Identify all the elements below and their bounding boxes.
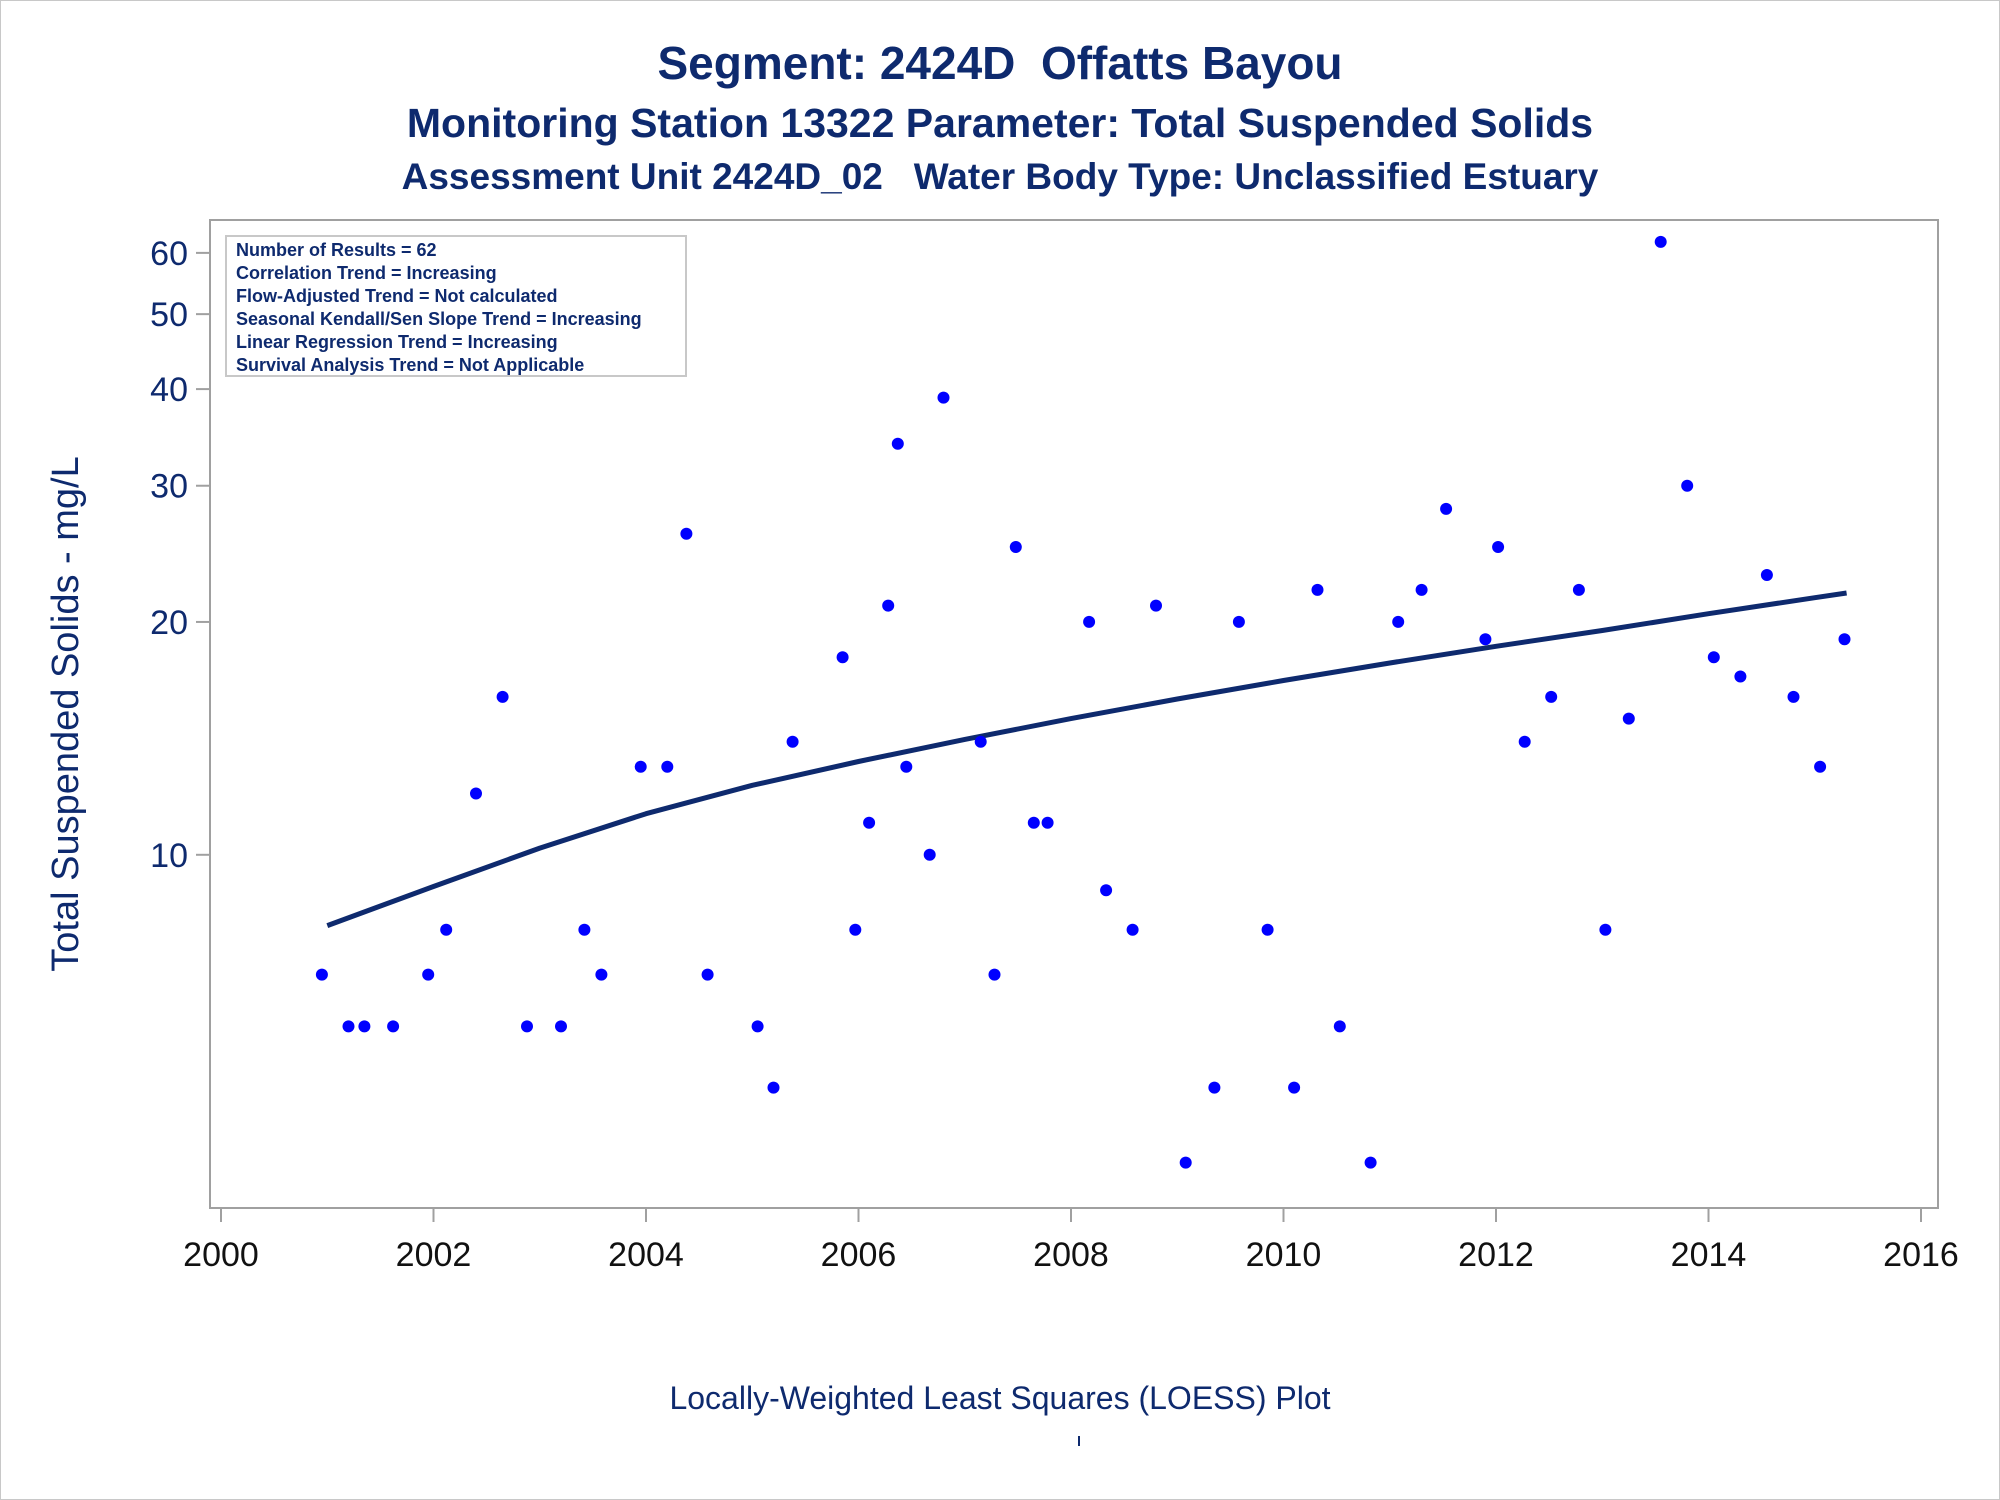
legend-line: Seasonal Kendall/Sen Slope Trend = Incre… (236, 309, 642, 329)
legend-line: Flow-Adjusted Trend = Not calculated (236, 286, 558, 306)
y-tick-label: 30 (150, 468, 188, 506)
data-point (578, 923, 591, 936)
y-tick-label: 40 (150, 371, 188, 409)
plot-area (209, 219, 1939, 1209)
data-point (1041, 816, 1054, 829)
data-point (1760, 569, 1773, 581)
data-point (422, 968, 435, 981)
data-point (849, 923, 862, 936)
data-point (937, 391, 950, 404)
x-tick-label: 2002 (396, 1236, 472, 1274)
footer-mark (1078, 1436, 1080, 1446)
data-point (1288, 1081, 1301, 1094)
data-point (923, 848, 936, 861)
data-point (1126, 923, 1139, 936)
data-point (1599, 923, 1612, 936)
data-point (358, 1020, 371, 1033)
data-point (786, 735, 799, 748)
data-point (680, 527, 693, 540)
data-point (1787, 690, 1800, 703)
data-point (1492, 541, 1505, 553)
legend-line: Survival Analysis Trend = Not Applicable (236, 355, 584, 375)
data-point (1734, 670, 1747, 683)
data-point (1333, 1020, 1346, 1033)
data-point (900, 760, 913, 773)
data-point (767, 1081, 780, 1094)
data-point (440, 923, 453, 936)
data-point (974, 735, 987, 748)
data-point (836, 651, 849, 664)
data-point (1261, 923, 1274, 936)
x-tick-label: 2014 (1671, 1236, 1747, 1274)
data-point (1232, 615, 1245, 628)
data-point (555, 1020, 567, 1033)
data-point (595, 968, 608, 981)
data-point (1392, 615, 1405, 628)
x-tick-label: 2008 (1033, 1236, 1109, 1274)
data-point (1100, 884, 1113, 897)
x-axis: 2000 2002 2004 2006 2008 2010 2012 2014 2016 (183, 1208, 1959, 1274)
data-point (1545, 690, 1558, 703)
y-axis: 10 20 30 40 50 60 (150, 235, 210, 875)
chart-subtitle: Monitoring Station 13322 Parameter: Tota… (406, 100, 1594, 146)
data-point (1681, 479, 1694, 492)
data-point (988, 968, 1001, 981)
y-tick-label: 20 (150, 604, 188, 642)
y-tick-label: 60 (150, 235, 188, 273)
data-point (1622, 712, 1635, 725)
data-point (1479, 633, 1492, 646)
data-point (701, 968, 714, 981)
data-point (521, 1020, 533, 1033)
data-point (891, 437, 904, 450)
data-point (1364, 1156, 1377, 1169)
data-point (1009, 541, 1022, 553)
legend-box (225, 235, 687, 377)
data-point (661, 760, 674, 773)
data-point (1440, 502, 1453, 515)
data-point (1208, 1081, 1221, 1094)
y-tick-label: 10 (150, 837, 188, 875)
data-point (1572, 583, 1585, 596)
y-tick-label: 50 (150, 296, 188, 334)
x-tick-label: 2006 (821, 1236, 897, 1274)
legend: Number of Results = 62 Correlation Trend … (225, 235, 687, 377)
scatter-points (315, 235, 1851, 1169)
data-point (470, 787, 482, 800)
data-point (1814, 760, 1827, 773)
legend-line: Correlation Trend = Increasing (236, 263, 497, 283)
data-point (1150, 599, 1162, 612)
data-point (1027, 816, 1040, 829)
chart-title: Segment: 2424D Offatts Bayou (657, 37, 1343, 89)
footer-note: Locally-Weighted Least Squares (LOESS) P… (669, 1380, 1331, 1416)
x-tick-label: 2012 (1458, 1236, 1534, 1274)
chart-subtitle-2: Assessment Unit 2424D_02 Water Body Type… (401, 156, 1599, 197)
data-point (315, 968, 328, 981)
data-point (1179, 1156, 1192, 1169)
legend-line: Linear Regression Trend = Increasing (236, 332, 558, 352)
data-point (882, 599, 895, 612)
data-point (863, 816, 876, 829)
x-tick-label: 2016 (1883, 1236, 1959, 1274)
data-point (634, 760, 647, 773)
loess-line (326, 590, 1847, 928)
data-point (751, 1020, 764, 1033)
data-point (1838, 633, 1851, 646)
data-point (387, 1020, 400, 1033)
y-axis-label: Total Suspended Solids - mg/L (45, 456, 87, 971)
legend-line: Number of Results = 62 (236, 240, 437, 260)
data-point (1518, 735, 1531, 748)
x-tick-label: 2000 (183, 1236, 259, 1274)
data-point (1707, 651, 1720, 664)
x-tick-label: 2004 (608, 1236, 684, 1274)
data-point (342, 1020, 355, 1033)
data-point (1311, 583, 1324, 596)
loess-line-group (326, 590, 1847, 928)
data-point (496, 690, 509, 703)
data-point (1083, 615, 1096, 628)
data-point (1415, 583, 1428, 596)
data-point (1654, 235, 1667, 248)
x-tick-label: 2010 (1246, 1236, 1322, 1274)
